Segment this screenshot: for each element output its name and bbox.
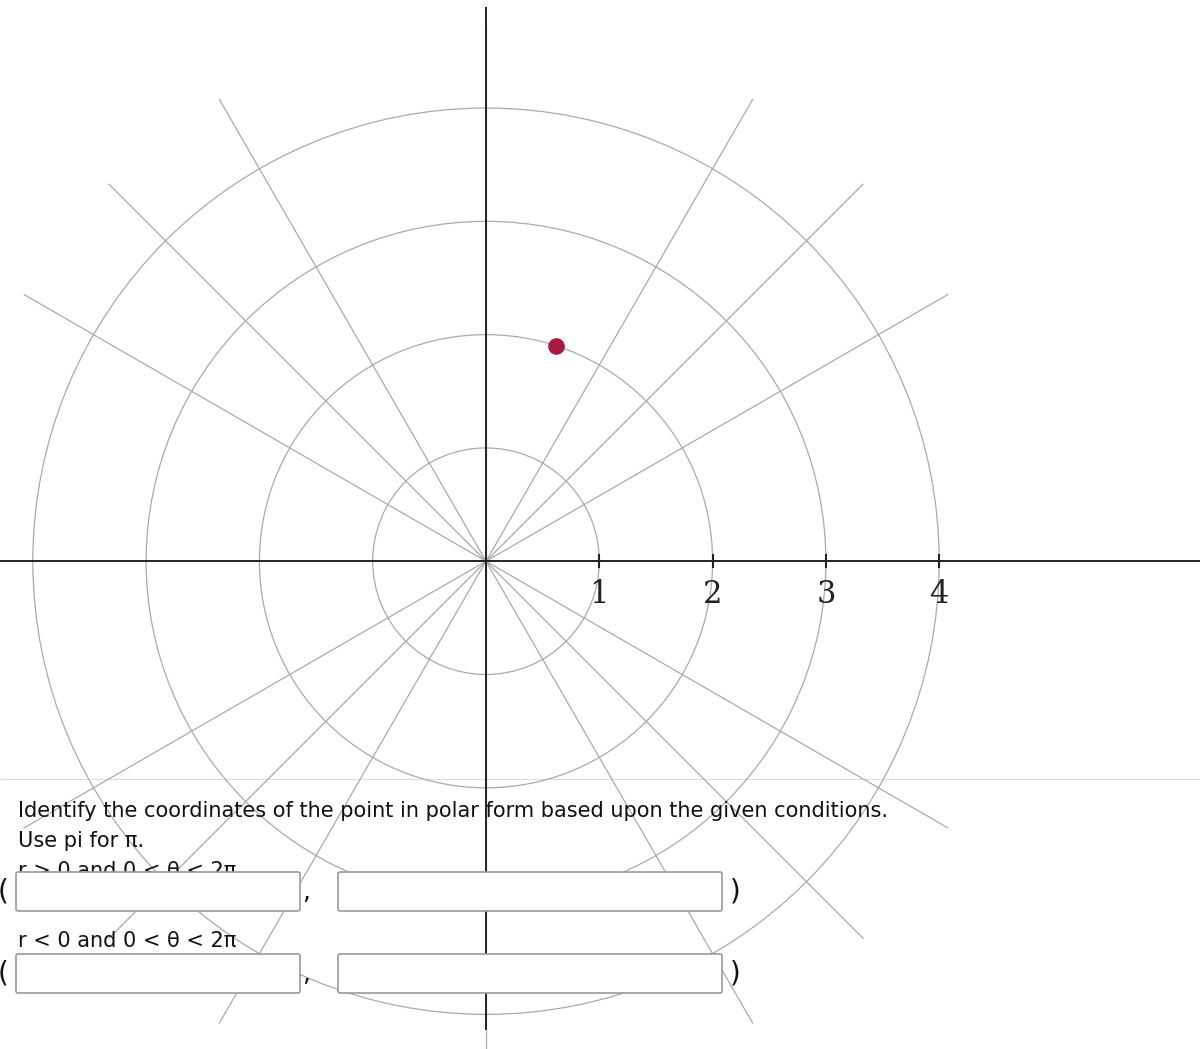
Text: ): ) xyxy=(730,960,740,987)
Text: (: ( xyxy=(0,960,8,987)
FancyBboxPatch shape xyxy=(16,872,300,911)
Text: 4: 4 xyxy=(930,579,949,611)
Text: r < 0 and 0 < θ < 2π: r < 0 and 0 < θ < 2π xyxy=(18,932,236,951)
FancyBboxPatch shape xyxy=(16,954,300,993)
Text: r > 0 and 0 < θ < 2π: r > 0 and 0 < θ < 2π xyxy=(18,861,236,881)
FancyBboxPatch shape xyxy=(338,872,722,911)
Text: ,: , xyxy=(302,962,310,985)
Point xyxy=(546,338,565,355)
Text: Use pi for π.: Use pi for π. xyxy=(18,831,144,851)
FancyBboxPatch shape xyxy=(338,954,722,993)
Text: Identify the coordinates of the point in polar form based upon the given conditi: Identify the coordinates of the point in… xyxy=(18,801,888,821)
Text: 3: 3 xyxy=(816,579,835,611)
Text: (: ( xyxy=(0,878,8,905)
Text: ): ) xyxy=(730,878,740,905)
Text: 2: 2 xyxy=(703,579,722,611)
Text: ,: , xyxy=(302,879,310,903)
Text: 1: 1 xyxy=(589,579,610,611)
